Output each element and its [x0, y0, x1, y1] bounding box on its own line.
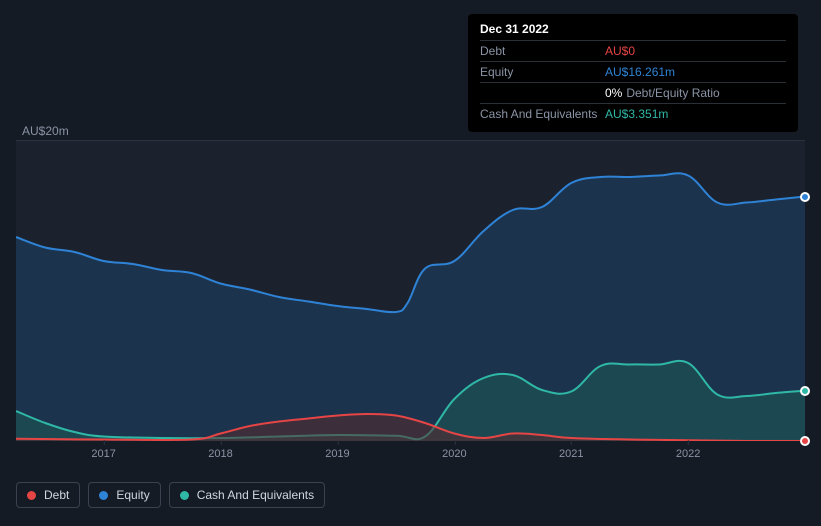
- legend-label: Cash And Equivalents: [197, 488, 314, 502]
- legend-item-debt[interactable]: Debt: [16, 482, 80, 508]
- x-axis-tick: 2018: [208, 448, 232, 460]
- tooltip-row: Cash And EquivalentsAU$3.351m: [480, 103, 786, 124]
- tooltip-row: EquityAU$16.261m: [480, 61, 786, 82]
- chart-tooltip: Dec 31 2022 DebtAU$0EquityAU$16.261m0%De…: [468, 14, 798, 132]
- tooltip-row-value: AU$16.261m: [605, 65, 675, 79]
- legend: Debt Equity Cash And Equivalents: [16, 482, 325, 508]
- tooltip-row-label: Equity: [480, 65, 605, 79]
- x-axis: 2017 2018 2019 2020 2021 2022: [16, 448, 805, 468]
- tooltip-row-value: 0%: [605, 86, 622, 100]
- y-axis-max-label: AU$20m: [22, 124, 69, 138]
- chart-plot-area[interactable]: [16, 140, 805, 440]
- x-axis-tick: 2021: [559, 448, 583, 460]
- x-axis-tick: 2017: [91, 448, 115, 460]
- tooltip-row: 0% Debt/Equity Ratio: [480, 82, 786, 103]
- x-axis-tick: 2019: [325, 448, 349, 460]
- legend-item-equity[interactable]: Equity: [88, 482, 160, 508]
- tooltip-row-sublabel: Debt/Equity Ratio: [626, 86, 719, 100]
- tooltip-row: DebtAU$0: [480, 40, 786, 61]
- series-end-marker: [800, 436, 810, 446]
- legend-dot-icon: [99, 491, 108, 500]
- legend-label: Equity: [116, 488, 149, 502]
- series-end-marker: [800, 192, 810, 202]
- tooltip-row-label: [480, 86, 605, 100]
- legend-dot-icon: [180, 491, 189, 500]
- legend-label: Debt: [44, 488, 69, 502]
- x-axis-tick: 2022: [676, 448, 700, 460]
- legend-item-cash-and-equivalents[interactable]: Cash And Equivalents: [169, 482, 325, 508]
- tooltip-row-label: Debt: [480, 44, 605, 58]
- tooltip-row-label: Cash And Equivalents: [480, 107, 605, 121]
- tooltip-row-value: AU$0: [605, 44, 635, 58]
- tooltip-date: Dec 31 2022: [480, 22, 786, 40]
- x-axis-tick: 2020: [442, 448, 466, 460]
- series-end-marker: [800, 386, 810, 396]
- legend-dot-icon: [27, 491, 36, 500]
- tooltip-row-value: AU$3.351m: [605, 107, 668, 121]
